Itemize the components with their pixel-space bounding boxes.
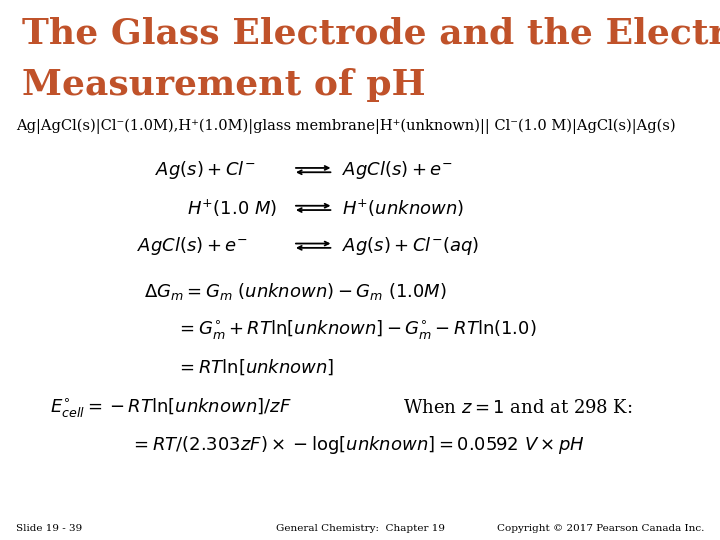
- Text: $H^{+}(1.0\ M)$: $H^{+}(1.0\ M)$: [187, 197, 277, 219]
- Text: The Glass Electrode and the Electrochemical: The Glass Electrode and the Electrochemi…: [22, 16, 720, 50]
- Text: $E^{\circ}_{cell} = -\mathit{RT}\ln[unknown]/z\mathit{F}$: $E^{\circ}_{cell} = -\mathit{RT}\ln[unkn…: [50, 396, 292, 419]
- Text: Slide 19 - 39: Slide 19 - 39: [16, 524, 82, 532]
- Text: Measurement of pH: Measurement of pH: [22, 68, 426, 102]
- Text: $H^{+}(unknown)$: $H^{+}(unknown)$: [342, 197, 464, 219]
- Text: $= G_m^{\circ} + RT\ln[unknown] - G_m^{\circ} - \mathit{RT}\ln(1.0)$: $= G_m^{\circ} + RT\ln[unknown] - G_m^{\…: [176, 318, 537, 341]
- Text: Ag|AgCl(s)|Cl⁻(1.0M),H⁺(1.0M)|glass membrane|H⁺(unknown)|| Cl⁻(1.0 M)|AgCl(s)|Ag: Ag|AgCl(s)|Cl⁻(1.0M),H⁺(1.0M)|glass memb…: [16, 119, 675, 134]
- Text: General Chemistry:  Chapter 19: General Chemistry: Chapter 19: [276, 524, 444, 532]
- Text: $=\mathit{RT}\ln[unknown]$: $=\mathit{RT}\ln[unknown]$: [176, 357, 335, 377]
- Text: When $z = 1$ and at 298 K:: When $z = 1$ and at 298 K:: [403, 399, 633, 417]
- Text: $AgCl(s) + e^{-}$: $AgCl(s) + e^{-}$: [137, 235, 248, 256]
- Text: $= \mathit{RT}/(2.303z\mathit{F}) \times -\log[unknown] = 0.0592\ V \times pH$: $= \mathit{RT}/(2.303z\mathit{F}) \times…: [130, 435, 585, 456]
- Text: $Ag(s) + Cl^{-}$: $Ag(s) + Cl^{-}$: [155, 159, 255, 181]
- Text: $\Delta G_m = G_m\ (unknown) - G_m\ (1.0M)$: $\Delta G_m = G_m\ (unknown) - G_m\ (1.0…: [144, 281, 447, 302]
- Text: $AgCl(s) + e^{-}$: $AgCl(s) + e^{-}$: [342, 159, 453, 181]
- Text: Copyright © 2017 Pearson Canada Inc.: Copyright © 2017 Pearson Canada Inc.: [497, 524, 704, 532]
- Text: $Ag(s) + Cl^{-}(aq)$: $Ag(s) + Cl^{-}(aq)$: [342, 235, 479, 256]
